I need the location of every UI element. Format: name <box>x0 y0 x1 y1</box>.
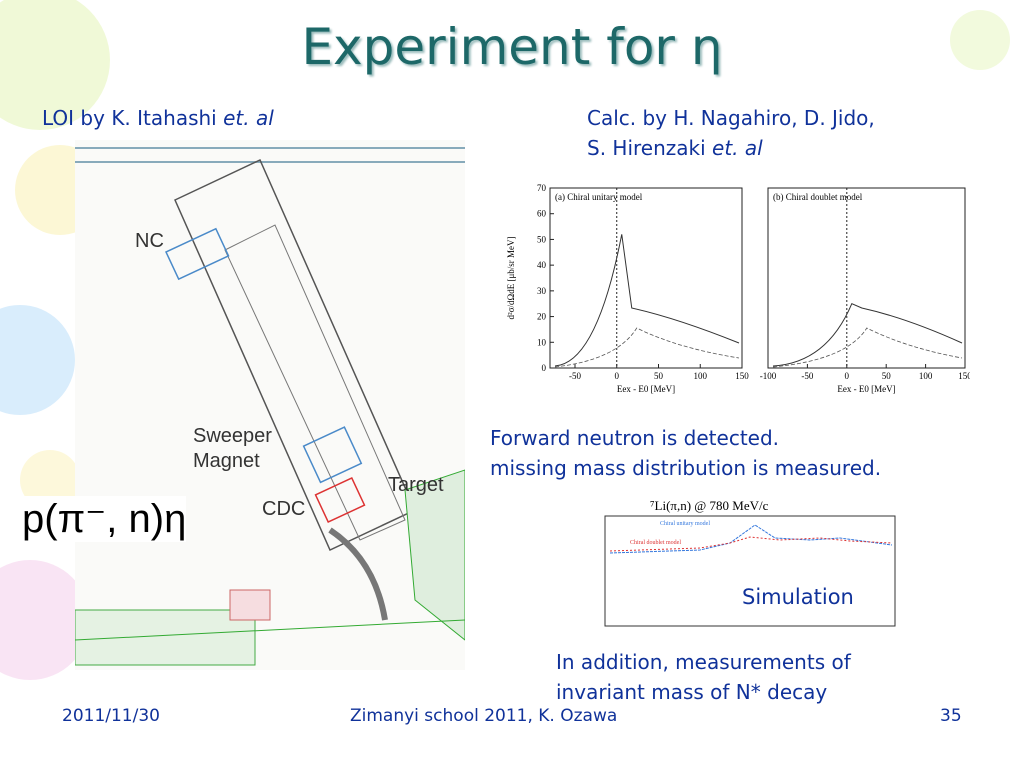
y-tick-label: 50 <box>537 234 547 244</box>
detector-label: NC <box>135 230 164 252</box>
detector-figure <box>75 140 465 670</box>
panel-title: (a) Chiral unitary model <box>555 192 643 202</box>
detector-label: Target <box>388 474 444 496</box>
legend-entry: Chiral doublet model <box>630 540 681 546</box>
addition-note: In addition, measurements of <box>556 650 851 674</box>
addition-note: invariant mass of N* decay <box>556 680 828 704</box>
x-tick-label: 100 <box>919 371 933 381</box>
y-tick-label: 40 <box>537 260 547 270</box>
plot-frame <box>767 187 966 369</box>
y-tick-label: 10 <box>537 337 547 347</box>
x-tick-label: 100 <box>694 371 708 381</box>
x-tick-label: -100 <box>760 371 777 381</box>
theory-plots: d²σ/dΩdE [μb/sr MeV] (a) Chiral unitary … <box>506 183 970 394</box>
simulation-title: ⁷Li(π,n) @ 780 MeV/c <box>650 498 769 513</box>
detector-label: Magnet <box>193 450 260 472</box>
y-tick-label: 70 <box>537 183 547 193</box>
x-tick-label: 50 <box>654 371 664 381</box>
caption-italic: et. al <box>223 106 274 130</box>
y-tick-label: 0 <box>542 363 547 373</box>
y-tick-label: 60 <box>537 209 547 219</box>
x-tick-label: 50 <box>882 371 892 381</box>
forward-note: missing mass distribution is measured. <box>490 456 882 480</box>
footer-page: 35 <box>940 706 962 726</box>
right-caption-2: S. Hirenzaki et. al <box>587 136 763 160</box>
curve <box>554 234 740 367</box>
detector-label: CDC <box>262 498 306 520</box>
y-tick-label: 20 <box>537 312 547 322</box>
detector-label: Sweeper <box>193 425 272 447</box>
panel-title: (b) Chiral doublet model <box>773 192 863 202</box>
curve <box>772 303 963 367</box>
x-tick-label: 150 <box>958 371 970 381</box>
caption-text: S. Hirenzaki <box>587 136 706 160</box>
curve <box>772 327 963 368</box>
left-caption: LOI by K. Itahashi et. al <box>42 106 274 130</box>
simulation-plot: ⁷Li(π,n) @ 780 MeV/c Chiral unitary mode… <box>604 498 896 627</box>
legend-entry: Chiral unitary model <box>660 521 710 527</box>
caption-italic: et. al <box>712 136 763 160</box>
x-tick-label: -50 <box>801 371 813 381</box>
plot-frame <box>549 187 743 369</box>
footer-date: 2011/11/30 <box>62 706 160 726</box>
y-tick-label: 30 <box>537 286 547 296</box>
x-tick-label: 150 <box>735 371 749 381</box>
caption-text: LOI by K. Itahashi <box>42 106 217 130</box>
x-tick-label: 0 <box>845 371 850 381</box>
curve <box>554 327 740 368</box>
simulation-label: Simulation <box>742 585 854 609</box>
x-axis-label: Eex - E0 [MeV] <box>837 384 895 394</box>
right-caption-1: Calc. by H. Nagahiro, D. Jido, <box>587 106 875 130</box>
x-tick-label: -50 <box>569 371 581 381</box>
title: Experiment for η <box>301 18 723 76</box>
forward-note: Forward neutron is detected. <box>490 426 780 450</box>
reaction: p(π⁻, n)η <box>22 496 187 542</box>
x-tick-label: 0 <box>615 371 620 381</box>
footer-event: Zimanyi school 2011, K. Ozawa <box>350 706 618 726</box>
y-axis-label: d²σ/dΩdE [μb/sr MeV] <box>506 236 516 319</box>
x-axis-label: Eex - E0 [MeV] <box>617 384 675 394</box>
